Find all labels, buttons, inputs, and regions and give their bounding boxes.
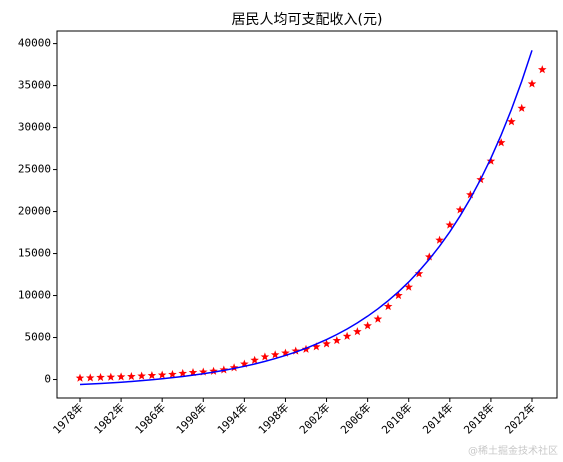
x-tick-label: 2006年: [337, 400, 373, 436]
plot-frame: [56, 30, 558, 399]
y-tick-label: 35000: [18, 79, 51, 92]
x-tick-label: 2022年: [502, 400, 538, 436]
star-marker: [147, 370, 157, 380]
watermark: @稀土掘金技术社区: [468, 444, 558, 457]
star-marker: [363, 321, 372, 330]
y-tick-label: 20000: [18, 205, 51, 218]
fit-line: [79, 50, 533, 386]
x-tick-label: 2010年: [378, 400, 414, 436]
star-marker: [240, 359, 249, 368]
chart-title: 居民人均可支配收入(元): [232, 12, 383, 28]
x-tick-label: 1990年: [173, 400, 209, 436]
star-marker: [168, 369, 177, 379]
x-tick-label: 1982年: [91, 400, 127, 436]
y-tick-label: 0: [44, 373, 51, 386]
star-marker: [394, 291, 403, 300]
star-marker: [342, 331, 352, 340]
star-marker: [507, 117, 516, 126]
star-marker: [435, 235, 444, 244]
y-tick-label: 40000: [18, 37, 51, 50]
star-marker: [270, 350, 280, 359]
star-marker: [353, 327, 362, 336]
y-tick-label: 15000: [18, 247, 51, 260]
star-marker: [260, 352, 270, 361]
star-marker: [332, 335, 342, 345]
star-marker: [219, 365, 229, 374]
star-marker: [486, 156, 496, 165]
star-marker: [496, 138, 506, 147]
star-marker: [291, 346, 301, 355]
star-marker: [445, 220, 455, 229]
star-marker: [414, 269, 424, 278]
y-tick-label: 10000: [18, 289, 51, 302]
x-tick-label: 1978年: [50, 400, 86, 436]
x-tick-label: 2018年: [461, 400, 497, 436]
star-marker: [404, 282, 414, 291]
star-marker: [157, 370, 167, 379]
star-marker: [106, 372, 116, 381]
y-tick-label: 30000: [18, 121, 51, 134]
x-tick-label: 1994年: [214, 400, 250, 436]
star-marker: [424, 252, 434, 261]
x-tick-label: 1998年: [255, 400, 291, 436]
star-marker: [373, 314, 383, 323]
star-marker: [75, 373, 85, 382]
star-marker: [455, 205, 465, 214]
star-marker: [209, 366, 218, 375]
star-marker: [229, 363, 239, 372]
y-tick-label: 25000: [18, 163, 51, 176]
star-marker: [96, 372, 105, 382]
star-marker: [527, 79, 537, 88]
star-marker: [85, 373, 95, 382]
star-marker: [281, 348, 290, 357]
star-marker: [178, 368, 188, 378]
star-marker: [188, 368, 198, 377]
star-marker: [517, 103, 527, 112]
star-marker: [383, 301, 393, 311]
star-marker: [198, 367, 208, 376]
star-marker: [250, 355, 259, 364]
star-marker: [537, 65, 547, 74]
star-marker: [127, 372, 136, 381]
star-marker: [322, 339, 331, 348]
star-marker: [311, 342, 321, 351]
star-marker: [137, 371, 146, 380]
star-marker: [116, 372, 126, 381]
star-marker: [466, 190, 475, 199]
y-tick-label: 5000: [25, 331, 52, 344]
x-tick-label: 2002年: [296, 400, 332, 436]
x-tick-label: 1986年: [132, 400, 168, 436]
x-tick-label: 2014年: [420, 400, 456, 436]
